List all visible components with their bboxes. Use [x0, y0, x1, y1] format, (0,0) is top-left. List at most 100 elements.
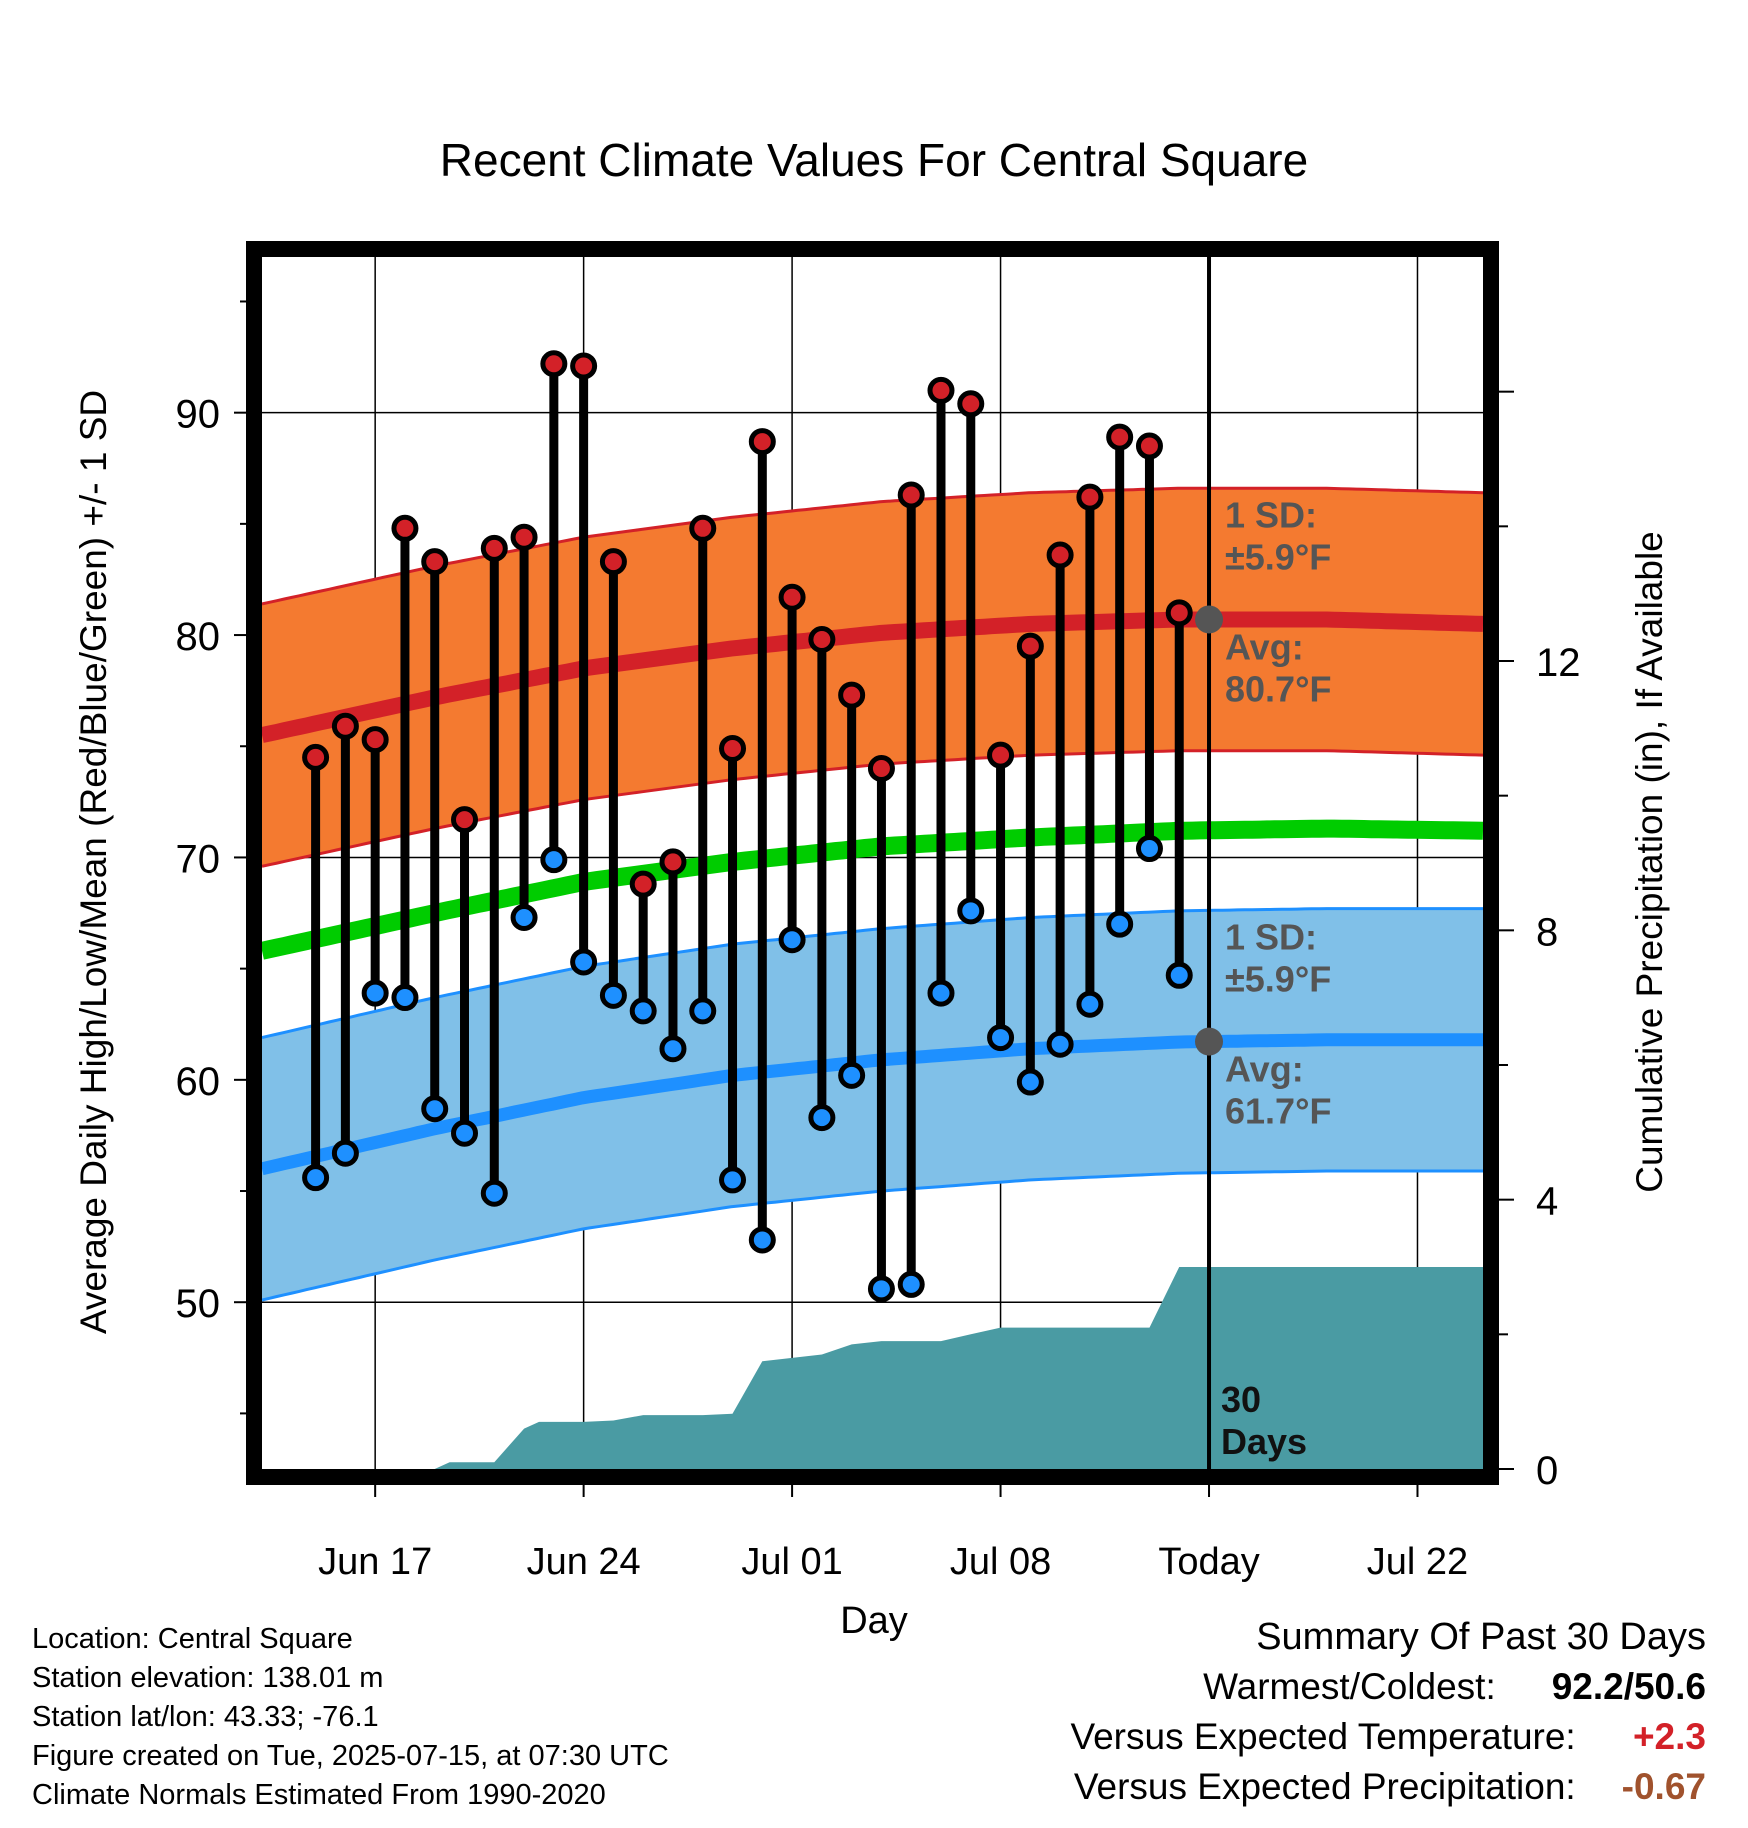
warmest-value: 92.2/50.6	[1551, 1666, 1706, 1707]
daily-high-point	[451, 806, 479, 834]
daily-low-point	[987, 1024, 1015, 1052]
daily-low-point	[659, 1035, 687, 1063]
summary-panel: Summary Of Past 30 Days Warmest/Coldest:…	[1070, 1612, 1706, 1812]
daily-low-point	[510, 903, 538, 931]
high-sd-band	[262, 488, 1483, 867]
today-high-normal-marker	[1195, 605, 1224, 634]
daily-low-point	[391, 984, 419, 1012]
daily-high-point	[927, 376, 955, 404]
daily-low-point	[838, 1061, 866, 1089]
daily-high-point	[689, 514, 717, 542]
location-text: Location: Central Square	[32, 1623, 353, 1655]
y-tick-label: 80	[176, 615, 221, 659]
created-text: Figure created on Tue, 2025-07-15, at 07…	[32, 1740, 669, 1772]
y2-tick-label: 0	[1536, 1449, 1558, 1493]
temp-label: Versus Expected Temperature:	[1070, 1716, 1576, 1757]
low-sd-band	[262, 908, 1483, 1300]
avg-high-line	[262, 611, 1483, 743]
y-axis-label: Average Daily High/Low/Mean (Red/Blue/Gr…	[73, 390, 114, 1334]
daily-low-point	[331, 1139, 359, 1167]
daily-low-point	[808, 1104, 836, 1132]
daily-high-point	[748, 428, 776, 456]
normals-text: Climate Normals Estimated From 1990-2020	[32, 1779, 606, 1811]
daily-high-point	[957, 390, 985, 418]
high-sd-annotation: 1 SD: ±5.9°F	[1225, 494, 1331, 577]
daily-low-point	[480, 1179, 508, 1207]
daily-low-point	[719, 1166, 747, 1194]
daily-high-point	[838, 681, 866, 709]
daily-low-point	[361, 979, 389, 1007]
daily-low-point	[1076, 990, 1104, 1018]
daily-low-point	[897, 1270, 925, 1298]
daily-low-point	[1135, 835, 1163, 863]
daily-high-point	[391, 514, 419, 542]
daily-low-point	[629, 997, 657, 1025]
daily-low-point	[540, 846, 568, 874]
y-tick-label: 70	[176, 837, 221, 881]
today-low-normal-marker	[1195, 1027, 1224, 1056]
daily-low-point	[451, 1119, 479, 1147]
x-tick-label: Jul 22	[1367, 1541, 1468, 1583]
x-tick-label: Jul 08	[950, 1541, 1051, 1583]
low-sd-lower-line	[262, 1169, 1483, 1302]
y2-tick-label: 12	[1536, 641, 1581, 685]
daily-high-point	[570, 352, 598, 380]
x-tick-label: Jul 01	[741, 1541, 842, 1583]
precip-label: Versus Expected Precipitation:	[1073, 1766, 1576, 1807]
high-sd-upper-line	[262, 486, 1483, 606]
precip-area	[262, 1267, 1483, 1469]
daily-high-point	[1046, 541, 1074, 569]
daily-high-point	[1135, 432, 1163, 460]
daily-high-point	[987, 741, 1015, 769]
daily-high-point	[540, 350, 568, 378]
daily-high-point	[659, 848, 687, 876]
y-tick-label: 50	[176, 1282, 221, 1326]
daily-low-point	[1165, 961, 1193, 989]
plot-frame	[246, 241, 1499, 1485]
y2-axis-label: Cumulative Precipitation (in), If Availa…	[1629, 531, 1670, 1193]
daily-low-point	[1016, 1068, 1044, 1096]
x-tick-label: Jun 17	[318, 1541, 432, 1583]
daily-high-point	[1106, 423, 1134, 451]
x-axis-label: Day	[840, 1600, 908, 1642]
high-avg-annotation: Avg: 80.7°F	[1225, 626, 1331, 709]
daily-low-point	[421, 1095, 449, 1123]
daily-low-point	[927, 979, 955, 1007]
daily-high-point	[719, 734, 747, 762]
daily-low-point	[748, 1226, 776, 1254]
chart-title: Recent Climate Values For Central Square	[440, 134, 1308, 186]
daily-high-point	[599, 548, 627, 576]
daily-low-point	[1106, 910, 1134, 938]
daily-low-point	[570, 948, 598, 976]
elevation-text: Station elevation: 138.01 m	[32, 1662, 384, 1694]
daily-low-point	[957, 897, 985, 925]
x-tick-label: Jun 24	[527, 1541, 641, 1583]
daily-high-point	[421, 548, 449, 576]
precip-value: -0.67	[1621, 1766, 1706, 1807]
temp-value: +2.3	[1632, 1716, 1706, 1757]
daily-high-point	[1076, 483, 1104, 511]
daily-high-point	[867, 754, 895, 782]
y2-tick-label: 4	[1536, 1180, 1558, 1224]
y2-tick-label: 8	[1536, 910, 1558, 954]
daily-high-point	[629, 870, 657, 898]
y-tick-label: 90	[176, 393, 221, 437]
daily-high-point	[1165, 599, 1193, 627]
daily-low-point	[1046, 1030, 1074, 1058]
low-sd-annotation: 1 SD: ±5.9°F	[1225, 916, 1331, 999]
daily-high-point	[808, 626, 836, 654]
daily-high-point	[331, 712, 359, 740]
daily-low-point	[599, 981, 627, 1009]
daily-low-point	[302, 1164, 330, 1192]
precip-period-label: 30 Days	[1221, 1379, 1307, 1462]
daily-high-point	[361, 726, 389, 754]
x-tick-label: Today	[1158, 1541, 1259, 1583]
warmest-row: Warmest/Coldest: 92.2/50.6	[1070, 1662, 1706, 1712]
daily-high-point	[778, 583, 806, 611]
daily-high-point	[1016, 632, 1044, 660]
precip-row: Versus Expected Precipitation: -0.67	[1070, 1762, 1706, 1812]
daily-low-point	[689, 997, 717, 1025]
station-info: Location: Central Square Station elevati…	[32, 1620, 669, 1815]
summary-heading: Summary Of Past 30 Days	[1256, 1616, 1706, 1658]
